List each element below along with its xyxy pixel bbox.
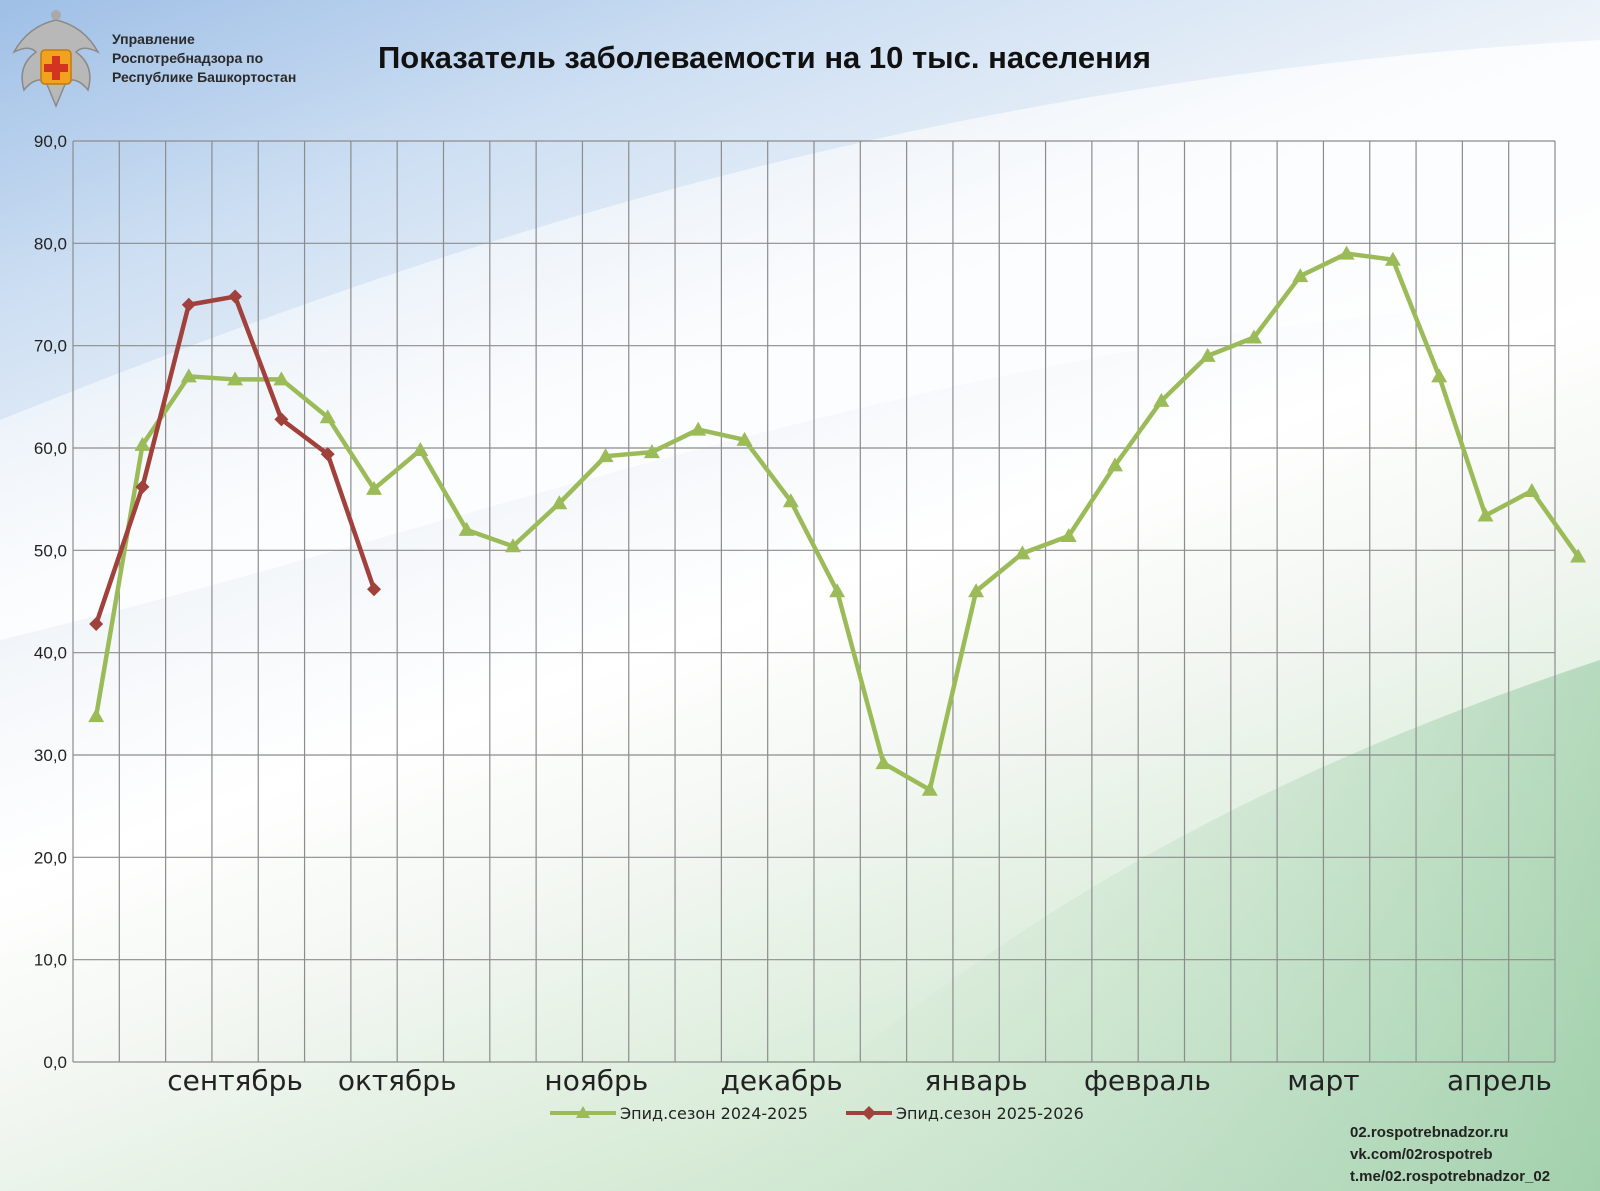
- y-tick-label: 40,0: [34, 644, 67, 663]
- contact-links: 02.rospotrebnadzor.ru vk.com/02rospotreb…: [1350, 1122, 1550, 1188]
- legend-item-2025: Эпид.сезон 2025-2026: [844, 1103, 1084, 1123]
- data-point-triangle: [227, 371, 244, 386]
- data-point-triangle: [551, 495, 568, 510]
- data-point-triangle: [366, 480, 383, 495]
- data-point-triangle: [1153, 392, 1170, 407]
- chart-legend: Эпид.сезон 2024-2025 Эпид.сезон 2025-202…: [548, 1101, 1084, 1125]
- y-tick-label: 10,0: [34, 951, 67, 970]
- data-point-triangle: [1245, 329, 1262, 344]
- chart-title: Показатель заболеваемости на 10 тыс. нас…: [378, 40, 1151, 75]
- data-point-triangle: [1523, 482, 1540, 497]
- data-point-triangle: [829, 583, 846, 598]
- org-line-2: Роспотребнадзора по: [112, 50, 264, 66]
- organization-name: Управление Роспотребнадзора по Республик…: [112, 30, 296, 87]
- y-tick-label: 80,0: [34, 234, 67, 253]
- y-tick-label: 0,0: [43, 1053, 67, 1072]
- x-month-label: январь: [925, 1064, 1028, 1097]
- legend-item-2024: Эпид.сезон 2024-2025: [548, 1103, 808, 1123]
- data-point-triangle: [1014, 545, 1031, 560]
- data-point-triangle: [1199, 347, 1216, 362]
- data-point-triangle: [643, 444, 660, 459]
- x-month-label: ноябрь: [544, 1064, 648, 1097]
- data-point-triangle: [1570, 548, 1587, 563]
- emblem-logo: [12, 10, 100, 108]
- data-point-triangle: [690, 421, 707, 436]
- org-line-3: Республике Башкортостан: [112, 69, 297, 85]
- data-point-triangle: [458, 521, 475, 536]
- y-tick-label: 60,0: [34, 439, 67, 458]
- data-point-triangle: [597, 448, 614, 463]
- org-line-1: Управление: [112, 31, 195, 47]
- data-point-triangle: [736, 431, 753, 446]
- data-point-triangle: [273, 371, 290, 386]
- data-point-diamond: [274, 412, 289, 427]
- data-point-triangle: [180, 368, 197, 383]
- data-point-triangle: [782, 493, 799, 508]
- y-tick-label: 70,0: [34, 337, 67, 356]
- data-point-triangle: [1477, 507, 1494, 522]
- x-month-label: февраль: [1084, 1064, 1211, 1097]
- y-tick-label: 30,0: [34, 746, 67, 765]
- x-month-label: апрель: [1447, 1064, 1552, 1097]
- data-point-diamond: [135, 479, 150, 494]
- y-tick-label: 50,0: [34, 541, 67, 560]
- data-point-diamond: [320, 447, 335, 462]
- x-month-label: март: [1287, 1064, 1359, 1097]
- data-point-triangle: [875, 755, 892, 770]
- data-point-triangle: [88, 708, 105, 723]
- x-month-label: декабрь: [720, 1064, 842, 1097]
- legend-label-2025: Эпид.сезон 2025-2026: [895, 1103, 1084, 1123]
- data-point-diamond: [89, 617, 104, 632]
- data-point-triangle: [319, 409, 336, 424]
- data-point-triangle: [1338, 245, 1355, 260]
- data-point-triangle: [412, 442, 429, 457]
- data-point-triangle: [1107, 457, 1124, 472]
- data-point-diamond: [367, 582, 382, 597]
- data-point-triangle: [504, 538, 521, 553]
- telegram-link[interactable]: t.me/02.rospotrebnadzor_02: [1350, 1168, 1551, 1185]
- x-month-label: октябрь: [338, 1064, 457, 1097]
- legend-marker-diamond-icon: [845, 1106, 892, 1120]
- x-month-label: сентябрь: [167, 1064, 303, 1097]
- y-tick-label: 90,0: [34, 132, 67, 151]
- y-tick-label: 20,0: [34, 848, 67, 867]
- vk-link[interactable]: vk.com/02rospotreb: [1350, 1146, 1493, 1163]
- data-point-triangle: [1384, 251, 1401, 266]
- data-point-triangle: [1292, 268, 1309, 283]
- legend-marker-triangle-icon: [550, 1106, 616, 1118]
- data-point-diamond: [181, 297, 196, 312]
- data-point-triangle: [921, 781, 938, 796]
- series-line-0: [93, 251, 1580, 793]
- data-point-diamond: [228, 289, 243, 304]
- legend-label-2024: Эпид.сезон 2024-2025: [620, 1103, 808, 1123]
- data-point-triangle: [134, 436, 151, 451]
- data-point-triangle: [1060, 528, 1077, 543]
- data-point-triangle: [968, 583, 985, 598]
- data-point-triangle: [1431, 368, 1448, 383]
- website-link[interactable]: 02.rospotrebnadzor.ru: [1350, 1124, 1509, 1141]
